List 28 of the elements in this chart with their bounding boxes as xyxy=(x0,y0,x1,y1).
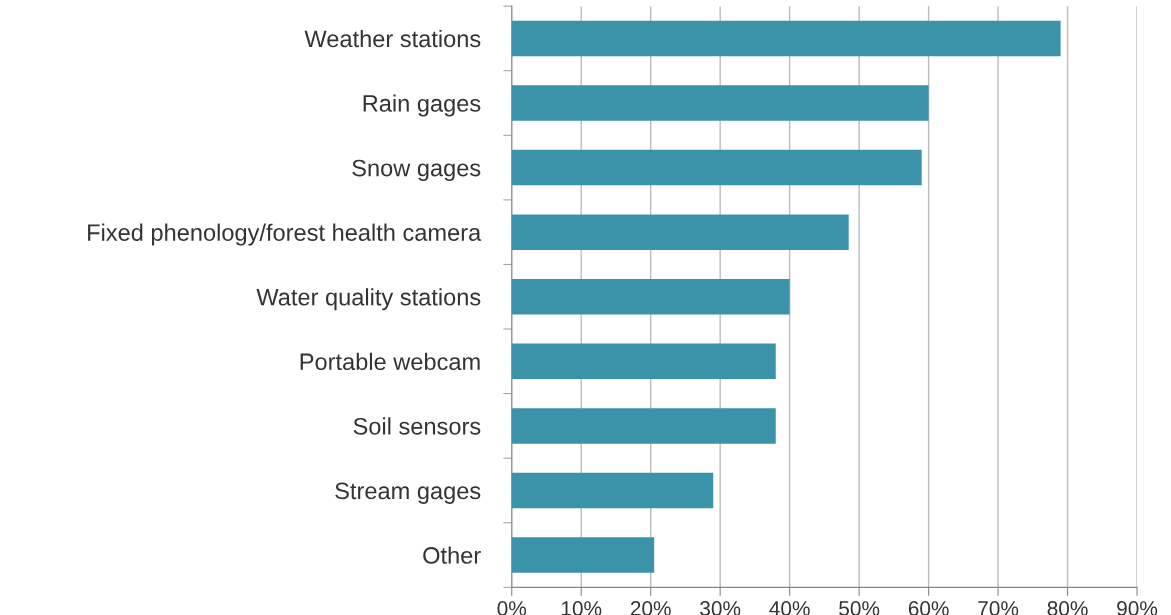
bar xyxy=(511,149,922,186)
y-tick-label: Other xyxy=(423,546,481,564)
x-tick-label: 50% xyxy=(839,601,880,615)
y-tick-label: Snow gages xyxy=(352,159,481,182)
x-tick-label: 60% xyxy=(908,601,949,615)
bar xyxy=(511,20,1061,57)
y-tick-label: Soil sensors xyxy=(353,417,481,435)
y-tick-label: Weather stations xyxy=(304,29,481,48)
bar xyxy=(511,214,849,250)
y-tick-label: Water quality stations xyxy=(256,288,481,311)
x-tick-label: 80% xyxy=(1047,601,1088,615)
bar xyxy=(511,343,776,380)
x-tick-label: 30% xyxy=(700,601,741,615)
x-tick-label: 40% xyxy=(769,601,810,615)
bar xyxy=(511,278,790,315)
y-tick-label: Portable webcam xyxy=(300,352,480,371)
y-tick-label: Stream gages xyxy=(335,482,481,504)
x-tick-label: 90% xyxy=(1117,601,1158,615)
bar xyxy=(511,85,929,121)
y-tick-label: Fixed phenology/forest health camera xyxy=(88,223,482,246)
bar xyxy=(511,408,776,444)
y-tick-label: Rain gages xyxy=(363,94,481,117)
x-tick-label: 10% xyxy=(561,601,602,615)
bar xyxy=(511,472,714,509)
bar xyxy=(511,537,655,573)
x-tick-label: 0% xyxy=(497,601,527,615)
x-tick-label: 20% xyxy=(630,601,671,615)
x-tick-label: 70% xyxy=(978,601,1019,615)
